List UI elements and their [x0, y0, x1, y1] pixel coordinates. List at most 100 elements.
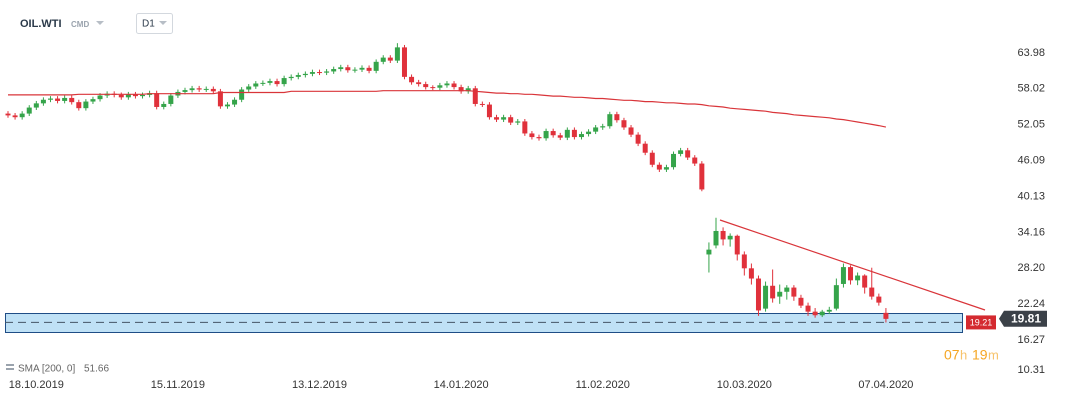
candle-body: [826, 309, 832, 312]
candle-body: [628, 127, 634, 135]
candle-body: [685, 150, 691, 158]
candle-body: [876, 296, 882, 303]
candle-body: [182, 90, 188, 92]
candle-body: [848, 267, 854, 281]
candle-body: [352, 69, 358, 71]
candle-body: [331, 69, 337, 72]
header: OIL.WTI CMD D1: [20, 13, 173, 34]
candle-body: [748, 268, 754, 279]
x-tick-label: 11.02.2020: [576, 379, 630, 391]
candle-body: [338, 67, 344, 70]
candle-body: [713, 230, 719, 246]
candle-body: [19, 113, 25, 118]
candle-body: [862, 275, 868, 288]
candle-body: [522, 121, 528, 134]
candle-body: [260, 82, 266, 84]
timeframe: D1: [142, 19, 155, 30]
candle-body: [246, 86, 252, 90]
sma-name: SMA [200, 0]: [18, 364, 75, 375]
candle-body: [883, 312, 889, 319]
candle-body: [607, 114, 613, 127]
candle-body: [586, 131, 592, 135]
candle-body: [571, 129, 577, 138]
sma-value: 51.66: [84, 364, 109, 375]
sma-line: [8, 90, 887, 128]
candle-body: [501, 117, 507, 120]
candle-body: [663, 167, 669, 170]
y-tick-label: 34.16: [1017, 226, 1045, 238]
y-tick-label: 46.09: [1017, 155, 1045, 167]
candle-body: [423, 84, 429, 88]
plot: 63.98 58.02 52.05 46.09 40.13 34.16 28.20 22.24…: [5, 43, 1047, 391]
candle-body: [833, 285, 839, 309]
candle-body: [189, 88, 195, 91]
candle-body: [309, 72, 315, 74]
timeframe-select[interactable]: [136, 13, 173, 34]
support-zone[interactable]: [5, 313, 963, 333]
candle-body: [458, 87, 464, 92]
candle-body: [494, 117, 500, 120]
price-tag: [999, 310, 1047, 327]
candle-body: [755, 278, 761, 311]
candle-body: [394, 47, 400, 61]
candle-body: [224, 104, 230, 107]
candle-body: [210, 88, 216, 92]
candle-body: [317, 72, 323, 74]
candle-body: [359, 67, 365, 70]
candle-body: [12, 115, 18, 118]
sma-legend: SMA [200, 0] 51.66: [6, 364, 109, 375]
candle-body: [401, 47, 407, 77]
candle-body: [727, 235, 733, 240]
candle-body: [168, 95, 174, 104]
candle-body: [784, 287, 790, 292]
candle-body: [76, 102, 82, 109]
candle-body: [125, 94, 131, 98]
candle-body: [543, 131, 549, 139]
candle-body: [302, 73, 308, 76]
candle-body: [345, 67, 351, 71]
candle-body: [819, 311, 825, 316]
candle-body: [557, 135, 563, 138]
candle-body: [600, 126, 606, 128]
candle-body: [451, 83, 457, 88]
y-tick-label: 52.05: [1017, 119, 1045, 131]
minutes: 19: [972, 347, 988, 363]
candle-body: [472, 88, 478, 104]
minutes-unit: m: [988, 347, 999, 362]
candle-body: [671, 153, 677, 168]
candle-body: [267, 81, 273, 83]
trend-line[interactable]: [719, 219, 986, 311]
y-tick-label: 63.98: [1017, 47, 1045, 59]
candle-body: [564, 129, 570, 138]
candle-body: [161, 103, 167, 107]
candle-body: [33, 103, 39, 108]
candle-body: [486, 104, 492, 118]
candle-body: [437, 85, 443, 88]
candle-body: [699, 163, 705, 190]
candle-body: [132, 94, 138, 97]
candle-body: [720, 230, 726, 240]
candle-body: [770, 285, 776, 299]
candle-body: [288, 76, 294, 79]
symbol: OIL.WTI: [20, 18, 62, 30]
candle-body: [593, 127, 599, 132]
market-caret[interactable]: [96, 21, 104, 25]
candle-body: [812, 311, 818, 316]
candle-body: [324, 71, 330, 73]
candle-body: [203, 88, 209, 90]
legend-icon: [6, 368, 14, 370]
candle-body: [706, 249, 712, 255]
candle-body: [444, 83, 450, 86]
candle-body: [678, 150, 684, 154]
candle-body: [380, 57, 386, 62]
candle-body: [529, 133, 535, 138]
price-tag-label: 19.21: [970, 317, 993, 327]
candle-body: [416, 82, 422, 85]
candle-body: [635, 134, 641, 144]
countdown: 07 h 19 m: [944, 347, 999, 363]
candle-body: [55, 98, 61, 101]
x-tick-label: 18.10.2019: [9, 379, 64, 391]
candle-body: [118, 94, 124, 98]
y-tick-label: 10.31: [1017, 364, 1045, 376]
candle-body: [791, 287, 797, 297]
